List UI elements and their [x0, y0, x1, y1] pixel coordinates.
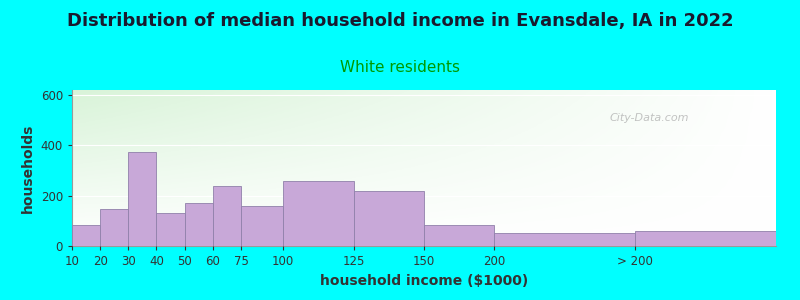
Bar: [185, 203, 213, 246]
Bar: [100, 209, 128, 246]
Text: Distribution of median household income in Evansdale, IA in 2022: Distribution of median household income …: [66, 12, 734, 30]
Bar: [157, 213, 185, 246]
Bar: [424, 225, 494, 246]
Y-axis label: households: households: [21, 123, 35, 213]
Bar: [213, 186, 241, 246]
X-axis label: household income ($1000): household income ($1000): [320, 274, 528, 288]
Text: City-Data.com: City-Data.com: [610, 113, 689, 123]
Bar: [72, 225, 100, 246]
Text: White residents: White residents: [340, 60, 460, 75]
Bar: [128, 152, 157, 246]
Bar: [635, 231, 776, 246]
Bar: [354, 190, 424, 246]
Bar: [494, 233, 635, 246]
Bar: [283, 181, 354, 246]
Bar: [241, 206, 283, 246]
